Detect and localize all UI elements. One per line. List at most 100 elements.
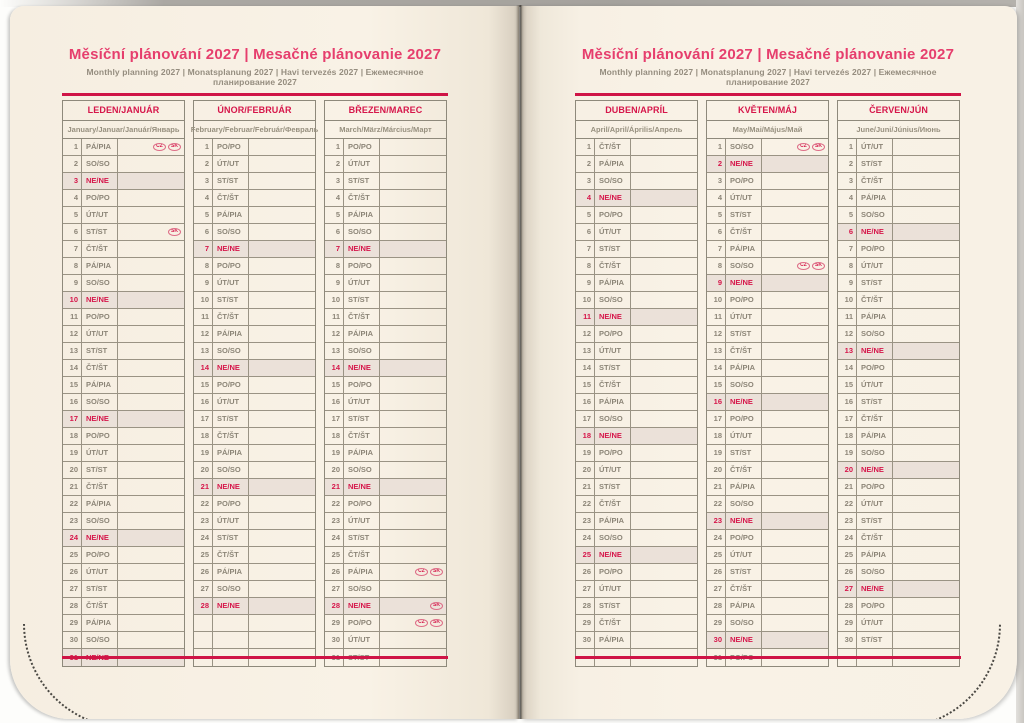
day-row: 20 ČT/ŠT <box>707 461 828 479</box>
day-row: 12 PÁ/PIA <box>194 325 315 343</box>
day-row: 6 ČT/ŠT <box>707 223 828 241</box>
day-number: 3 <box>576 172 595 189</box>
day-notes-cell <box>380 462 446 478</box>
day-weekday: ČT/ŠT <box>595 614 631 631</box>
day-weekday: SO/SO <box>857 563 893 580</box>
day-notes-cell <box>631 292 697 308</box>
day-row: 9 PÁ/PIA <box>576 274 697 292</box>
day-weekday: ÚT/UT <box>344 274 380 291</box>
day-number: 4 <box>325 189 344 206</box>
day-number: 5 <box>194 206 213 223</box>
day-number: 4 <box>194 189 213 206</box>
day-number: 28 <box>838 597 857 614</box>
day-row: 19 PÁ/PIA <box>325 444 446 462</box>
day-weekday: ÚT/UT <box>595 580 631 597</box>
day-row: 10 SO/SO <box>576 291 697 309</box>
day-notes-cell <box>893 428 959 444</box>
day-weekday: NE/NE <box>82 410 118 427</box>
day-number: 20 <box>707 461 726 478</box>
day-weekday: NE/NE <box>344 597 380 614</box>
day-number: 30 <box>707 631 726 648</box>
day-weekday <box>213 614 249 631</box>
day-weekday: PÁ/PIA <box>726 240 762 257</box>
day-weekday: PÁ/PIA <box>595 274 631 291</box>
day-number: 26 <box>576 563 595 580</box>
day-notes-cell <box>762 513 828 529</box>
day-notes-cell <box>249 428 315 444</box>
day-number: 16 <box>707 393 726 410</box>
day-number: 24 <box>838 529 857 546</box>
day-row: 25 ÚT/UT <box>707 546 828 564</box>
day-number: 11 <box>325 308 344 325</box>
day-weekday: ST/ST <box>726 325 762 342</box>
day-weekday: SO/SO <box>857 325 893 342</box>
day-number: 24 <box>576 529 595 546</box>
day-number: 27 <box>325 580 344 597</box>
day-number: 11 <box>576 308 595 325</box>
day-notes-cell <box>631 173 697 189</box>
day-number: 10 <box>838 291 857 308</box>
day-notes-cell <box>631 632 697 648</box>
day-notes-cell <box>631 343 697 359</box>
day-row: 19 PÁ/PIA <box>194 444 315 462</box>
day-row: 23 NE/NE <box>707 512 828 530</box>
day-weekday: SO/SO <box>344 223 380 240</box>
day-number: 28 <box>576 597 595 614</box>
day-row: 21 ST/ST <box>576 478 697 496</box>
day-number: 10 <box>707 291 726 308</box>
day-notes-cell: SK <box>380 598 446 614</box>
day-number: 10 <box>194 291 213 308</box>
day-notes-cell <box>380 292 446 308</box>
day-row: 13 ČT/ŠT <box>707 342 828 360</box>
day-notes-cell <box>249 632 315 648</box>
day-notes-cell <box>762 632 828 648</box>
day-weekday: PO/PO <box>726 410 762 427</box>
day-notes-cell <box>762 326 828 342</box>
day-row: 12 PÁ/PIA <box>325 325 446 343</box>
day-notes-cell <box>118 394 184 410</box>
day-row: 12 SO/SO <box>838 325 959 343</box>
day-weekday: NE/NE <box>857 342 893 359</box>
day-notes-cell <box>249 496 315 512</box>
day-number: 24 <box>707 529 726 546</box>
day-notes-cell <box>249 462 315 478</box>
day-number: 21 <box>325 478 344 495</box>
day-row: 2 ST/ST <box>838 155 959 173</box>
day-notes-cell <box>380 581 446 597</box>
day-number: 26 <box>838 563 857 580</box>
day-row: 5 PO/PO <box>576 206 697 224</box>
day-weekday: PÁ/PIA <box>595 155 631 172</box>
day-number: 23 <box>63 512 82 529</box>
day-notes-cell: CZ SK <box>380 564 446 580</box>
day-weekday: PO/PO <box>726 172 762 189</box>
day-weekday: PO/PO <box>344 376 380 393</box>
page-title: Měsíční plánování 2027 | Mesačné plánova… <box>68 46 442 63</box>
day-notes-cell <box>631 428 697 444</box>
day-number: 30 <box>838 631 857 648</box>
day-row: 5 PÁ/PIA <box>194 206 315 224</box>
holiday-badge-cz: CZ <box>797 261 810 270</box>
day-row: 17 NE/NE <box>63 410 184 428</box>
day-number: 5 <box>63 206 82 223</box>
day-number <box>194 614 213 631</box>
day-row: 17 ČT/ŠT <box>838 410 959 428</box>
day-notes-cell <box>762 496 828 512</box>
day-number: 20 <box>838 461 857 478</box>
day-notes-cell: CZ SK <box>762 139 828 155</box>
day-number: 17 <box>576 410 595 427</box>
day-number: 18 <box>838 427 857 444</box>
day-weekday: ČT/ŠT <box>595 495 631 512</box>
day-weekday: ÚT/UT <box>857 138 893 155</box>
day-number: 20 <box>63 461 82 478</box>
day-notes-cell <box>893 445 959 461</box>
day-notes-cell <box>893 292 959 308</box>
day-number: 7 <box>576 240 595 257</box>
day-row: 9 SO/SO <box>63 274 184 292</box>
day-number: 16 <box>838 393 857 410</box>
day-weekday: PÁ/PIA <box>82 257 118 274</box>
day-row: 16 ÚT/UT <box>325 393 446 411</box>
day-weekday: NE/NE <box>726 155 762 172</box>
day-weekday: ST/ST <box>344 291 380 308</box>
day-weekday: SO/SO <box>82 512 118 529</box>
day-number: 25 <box>63 546 82 563</box>
